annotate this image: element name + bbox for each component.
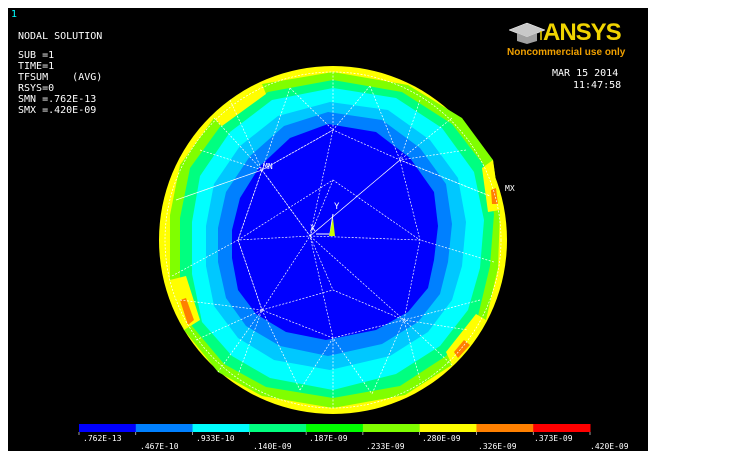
date-stamp: MAR 15 2014 bbox=[552, 68, 619, 79]
legend-swatch bbox=[476, 424, 534, 432]
contour-band-min bbox=[232, 124, 438, 340]
info-line: RSYS=0 bbox=[18, 83, 55, 94]
contour-plot bbox=[159, 66, 507, 414]
info-title: NODAL SOLUTION bbox=[18, 31, 103, 42]
axis-y-label: Y bbox=[334, 202, 340, 212]
legend-label-bottom: .326E-09 bbox=[478, 442, 517, 451]
time-stamp: 11:47:58 bbox=[573, 80, 622, 91]
window-number: 1 bbox=[11, 9, 18, 20]
legend-bar bbox=[78, 424, 591, 435]
min-marker-label: MN bbox=[263, 162, 273, 171]
legend-label-bottom: .140E-09 bbox=[253, 442, 292, 451]
legend-swatch bbox=[79, 424, 137, 432]
logo-wordmark: ANSYS bbox=[543, 19, 622, 46]
legend-label-top: .762E-13 bbox=[83, 434, 122, 443]
axis-x-label: X bbox=[310, 224, 316, 234]
info-line: TFSUM (AVG) bbox=[18, 72, 103, 83]
info-line: SMX =.420E-09 bbox=[18, 105, 97, 116]
contour-edge-patches-orange bbox=[180, 188, 498, 358]
logo-tagline: Noncommercial use only bbox=[507, 47, 626, 58]
legend-swatch bbox=[249, 424, 307, 432]
legend-swatch bbox=[362, 424, 421, 432]
legend-label-bottom: .233E-09 bbox=[366, 442, 405, 451]
coordinate-triad bbox=[316, 213, 335, 236]
legend-swatch bbox=[419, 424, 477, 432]
mesh-lines bbox=[164, 71, 502, 409]
legend-label-top: .280E-09 bbox=[422, 434, 461, 443]
max-marker-label: MX bbox=[505, 184, 515, 193]
info-panel: NODAL SOLUTION SUB =1 TIME=1 TFSUM (AVG)… bbox=[18, 31, 102, 116]
ansys-logo: ANSYS Noncommercial use only bbox=[507, 20, 647, 62]
info-line: TIME=1 bbox=[18, 61, 55, 72]
legend-swatch bbox=[192, 424, 250, 432]
info-line: SUB =1 bbox=[18, 50, 55, 61]
legend-swatch bbox=[135, 424, 194, 432]
legend-label-top: .187E-09 bbox=[309, 434, 348, 443]
legend-swatch bbox=[533, 424, 591, 432]
legend-label-top: .373E-09 bbox=[534, 434, 573, 443]
legend-swatch bbox=[306, 424, 364, 432]
legend-label-bottom: .420E-09 bbox=[590, 442, 629, 451]
legend-label-top: .933E-10 bbox=[196, 434, 235, 443]
legend-label-bottom: .467E-10 bbox=[140, 442, 179, 451]
graduation-cap-icon bbox=[508, 22, 546, 44]
info-line: SMN =.762E-13 bbox=[18, 94, 97, 105]
